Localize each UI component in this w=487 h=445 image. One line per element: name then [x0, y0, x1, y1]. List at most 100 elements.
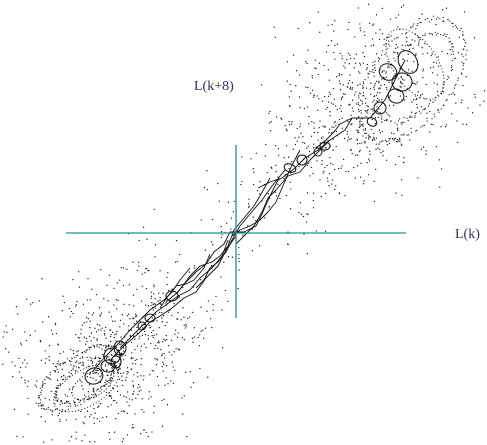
scatter-point [130, 341, 133, 344]
scatter-point [122, 284, 125, 287]
scatter-point [27, 413, 29, 415]
scatter-point [93, 389, 95, 391]
scatter-point [185, 324, 187, 326]
scatter-point [393, 57, 395, 60]
scatter-point [202, 329, 204, 331]
orbit-loop [366, 117, 378, 127]
scatter-point [107, 374, 109, 376]
scatter-point [317, 109, 319, 111]
scatter-point [110, 316, 113, 318]
scatter-point [121, 375, 123, 377]
scatter-point [150, 304, 152, 307]
scatter-point [180, 319, 182, 321]
scatter-point [396, 37, 398, 39]
scatter-point [166, 276, 168, 279]
scatter-point [396, 53, 399, 55]
scatter-point [337, 123, 339, 125]
scatter-point [163, 338, 165, 340]
scatter-point [327, 180, 329, 182]
scatter-point [182, 413, 184, 415]
scatter-point [290, 90, 292, 92]
scatter-point [401, 48, 403, 50]
scatter-point [39, 399, 42, 401]
scatter-point [227, 201, 230, 203]
scatter-point [351, 107, 354, 109]
scatter-point [418, 18, 420, 20]
scatter-point [95, 394, 97, 396]
scatter-point [207, 300, 210, 302]
scatter-point [119, 368, 121, 370]
scatter-point [323, 170, 325, 172]
scatter-point [417, 23, 419, 25]
scatter-point [78, 271, 80, 273]
scatter-point [373, 138, 375, 140]
scatter-point [445, 7, 448, 9]
scatter-point [134, 359, 136, 362]
scatter-point [459, 29, 461, 32]
scatter-point [82, 398, 84, 400]
scatter-point [295, 85, 297, 87]
scatter-point [388, 104, 391, 106]
scatter-point [390, 35, 392, 37]
scatter-point [483, 100, 485, 102]
scatter-point [99, 324, 101, 326]
scatter-point [364, 142, 366, 144]
scatter-point [107, 379, 109, 382]
scatter-point [359, 105, 361, 107]
scatter-point [417, 44, 420, 46]
scatter-point [59, 403, 61, 406]
scatter-point [294, 143, 297, 146]
scatter-point [422, 70, 424, 72]
scatter-point [373, 95, 375, 98]
scatter-point [121, 314, 124, 316]
scatter-point [88, 335, 91, 337]
scatter-point [85, 316, 88, 319]
scatter-point [424, 43, 426, 45]
scatter-point [456, 120, 458, 122]
scatter-point [346, 58, 348, 61]
scatter-point [473, 37, 476, 39]
scatter-point [431, 53, 433, 55]
scatter-point [45, 357, 47, 360]
scatter-point [318, 62, 321, 64]
scatter-point [358, 116, 360, 118]
scatter-point [449, 40, 451, 43]
scatter-point [368, 137, 370, 139]
scatter-point [94, 441, 96, 443]
scatter-point [56, 387, 58, 389]
scatter-point [457, 79, 459, 81]
scatter-point [288, 96, 290, 98]
scatter-point [156, 320, 158, 322]
scatter-point [126, 434, 129, 436]
scatter-point [333, 122, 335, 124]
scatter-point [273, 26, 275, 28]
scatter-point [164, 384, 166, 386]
scatter-point [376, 110, 378, 112]
scatter-point [61, 379, 64, 381]
scatter-point [325, 51, 328, 53]
scatter-point [59, 420, 61, 423]
scatter-point [362, 125, 364, 127]
scatter-point [289, 181, 291, 184]
scatter-point [68, 360, 71, 362]
scatter-point [362, 129, 365, 131]
scatter-point [395, 47, 397, 50]
scatter-point [444, 126, 447, 128]
scatter-point [394, 122, 396, 124]
scatter-point [364, 45, 367, 47]
scatter-point [428, 21, 430, 23]
scatter-point [112, 345, 114, 347]
scatter-point [87, 398, 89, 400]
scatter-point [365, 68, 368, 70]
scatter-point [414, 116, 416, 118]
scatter-point [52, 362, 54, 365]
scatter-point [429, 131, 431, 133]
scatter-point [323, 150, 325, 152]
scatter-point [42, 381, 44, 383]
scatter-point [24, 331, 26, 333]
scatter-point [422, 77, 424, 79]
scatter-point [24, 379, 26, 381]
scatter-point [104, 344, 106, 346]
scatter-point [283, 157, 285, 159]
